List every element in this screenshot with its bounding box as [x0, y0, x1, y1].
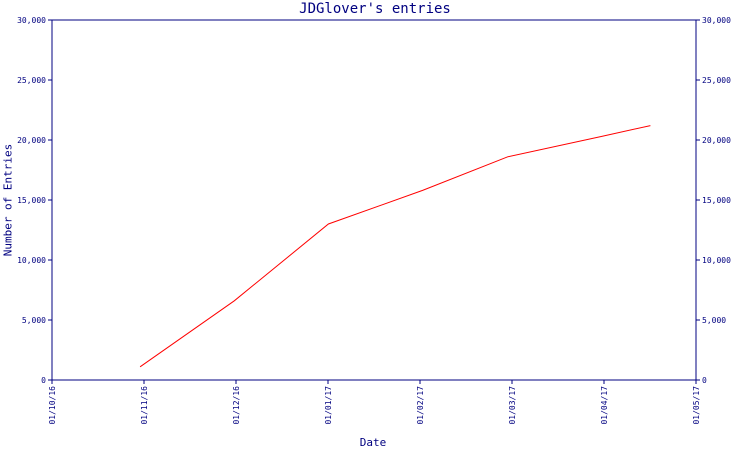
y-tick-label-right: 20,000 — [702, 136, 731, 145]
y-tick-label-left: 10,000 — [17, 256, 46, 265]
y-tick-label-right: 15,000 — [702, 196, 731, 205]
y-tick-label-right: 25,000 — [702, 76, 731, 85]
y-tick-label-right: 30,000 — [702, 16, 731, 25]
x-tick-label: 01/12/16 — [232, 386, 241, 425]
x-tick-label: 01/05/17 — [692, 386, 701, 425]
x-tick-label: 01/02/17 — [416, 386, 425, 425]
y-axis-left: 0 5,000 10,000 15,000 20,000 25,000 30,000 — [17, 16, 52, 385]
series-line — [139, 125, 651, 368]
y-tick-label-left: 20,000 — [17, 136, 46, 145]
x-axis-label: Date — [359, 436, 387, 449]
y-axis-right: 0 5,000 10,000 15,000 20,000 25,000 30,000 — [696, 16, 731, 385]
y-tick-label-right: 10,000 — [702, 256, 731, 265]
y-tick-label-left: 0 — [41, 376, 46, 385]
series-group — [139, 125, 651, 368]
plot-area — [51, 19, 697, 381]
chart-title: JDGlover's entries — [299, 1, 451, 17]
y-tick-label-right: 0 — [702, 376, 707, 385]
y-tick-label-left: 30,000 — [17, 16, 46, 25]
y-axis-label: Number of Entries — [1, 143, 15, 257]
y-tick-label-left: 5,000 — [22, 316, 46, 325]
y-tick-label-right: 5,000 — [702, 316, 726, 325]
x-axis: 01/10/16 01/11/16 01/12/16 01/01/17 01/02/17… — [48, 380, 701, 425]
y-tick-label-left: 15,000 — [17, 196, 46, 205]
x-tick-label: 01/11/16 — [140, 386, 149, 425]
x-tick-label: 01/04/17 — [600, 386, 609, 425]
plot-frame — [51, 19, 697, 381]
y-tick-label-left: 25,000 — [17, 76, 46, 85]
x-tick-label: 01/03/17 — [508, 386, 517, 425]
x-tick-label: 01/01/17 — [324, 386, 333, 425]
x-tick-label: 01/10/16 — [48, 386, 57, 425]
